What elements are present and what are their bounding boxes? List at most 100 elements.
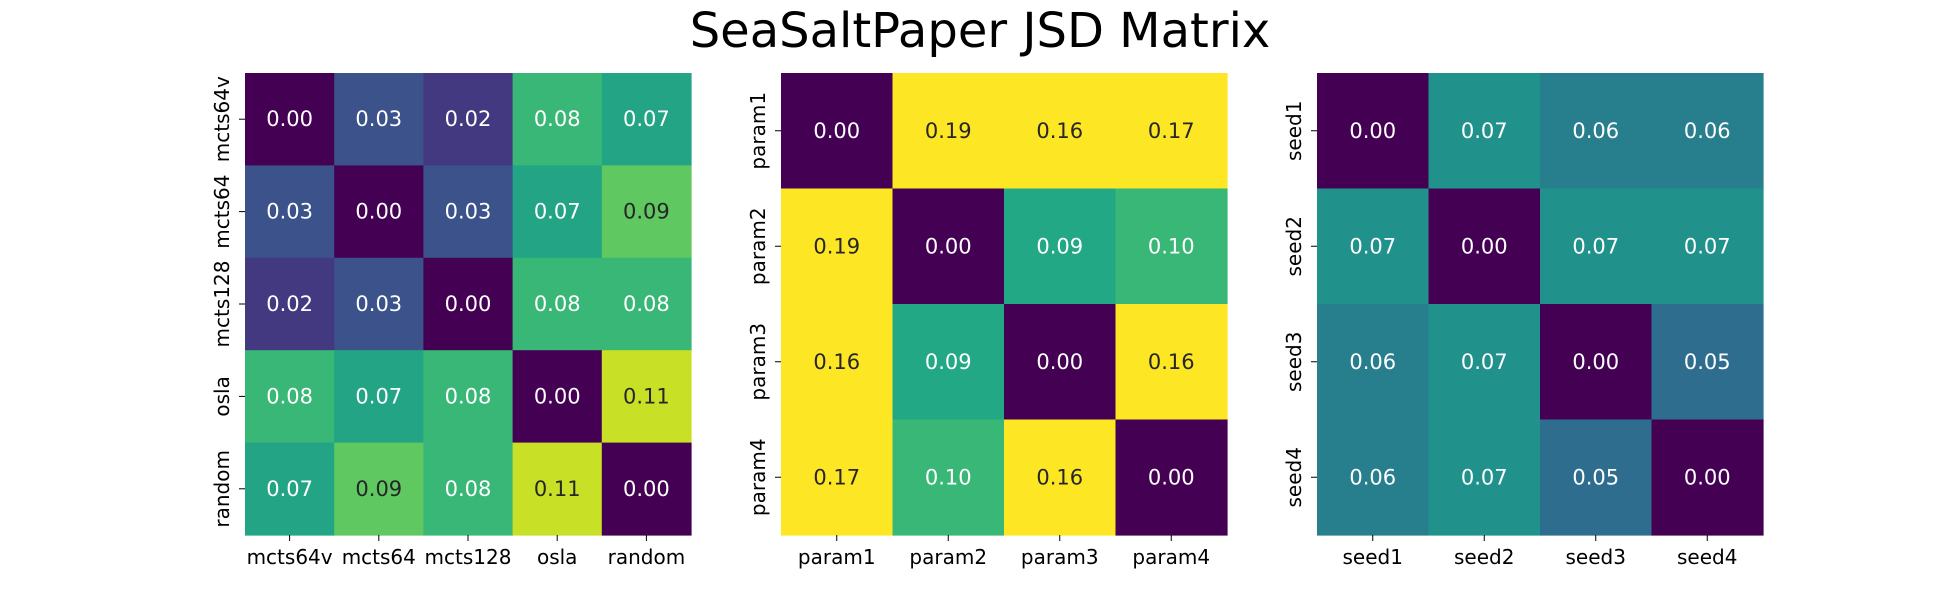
cell-value-label: 0.10 <box>925 465 972 489</box>
cell-value-label: 0.07 <box>355 384 402 408</box>
heatmap-cell <box>334 73 424 166</box>
heatmap-cell <box>423 257 514 351</box>
x-tick-label: seed3 <box>1566 545 1626 569</box>
heatmap-cell <box>781 73 894 190</box>
y-tick-label: random <box>210 450 234 528</box>
cell-value-label: 0.07 <box>1461 350 1508 374</box>
heatmap-cell <box>423 350 514 444</box>
heatmap-params: 0.00 0.19 0.16 0.17 0.19 0.00 0.09 0.10 0.16 0.09… <box>746 73 1228 569</box>
cell-value-label: 0.11 <box>623 384 670 408</box>
cell-value-label: 0.00 <box>1572 350 1619 374</box>
cell-value-label: 0.07 <box>1349 234 1396 258</box>
cell-value-label: 0.07 <box>1461 465 1508 489</box>
cell-value-label: 0.05 <box>1572 465 1619 489</box>
heatmap-cell <box>245 350 335 444</box>
y-tick-label: seed4 <box>1282 447 1306 507</box>
heatmap-cell <box>1651 419 1764 536</box>
y-tick-label: mcts128 <box>210 261 234 348</box>
heatmap-cell <box>601 350 692 444</box>
cell-value-label: 0.03 <box>355 107 402 131</box>
x-tick-label: mcts64v <box>247 545 333 569</box>
x-tick-label: param4 <box>1132 545 1210 569</box>
y-tick-label: param2 <box>746 207 770 285</box>
heatmap-cell <box>1115 73 1228 190</box>
x-tick-label: random <box>608 545 686 569</box>
x-tick-label: osla <box>537 545 577 569</box>
heatmap-cell <box>512 165 603 259</box>
heatmap-cell <box>1115 304 1228 421</box>
cell-value-label: 0.02 <box>445 107 492 131</box>
heatmap-cell <box>512 257 603 351</box>
heatmap-cell <box>423 73 514 166</box>
cell-value-label: 0.16 <box>1148 350 1195 374</box>
y-tick-label: seed2 <box>1282 216 1306 276</box>
heatmap-agents: 0.00 0.03 0.02 0.08 0.07 0.03 0.00 0.03 0.07 0.09… <box>210 73 692 569</box>
heatmap-cell <box>781 304 894 421</box>
x-tick-label: seed2 <box>1454 545 1514 569</box>
cell-value-label: 0.00 <box>1461 234 1508 258</box>
cell-value-label: 0.16 <box>1036 119 1083 143</box>
heatmap-cell <box>512 73 603 166</box>
heatmap-cell <box>1428 188 1541 305</box>
y-tick-label: osla <box>210 376 234 416</box>
cell-value-label: 0.11 <box>534 477 581 501</box>
cell-value-label: 0.10 <box>1148 234 1195 258</box>
y-tick-label: seed3 <box>1282 332 1306 392</box>
cell-value-label: 0.09 <box>925 350 972 374</box>
heatmap-cell <box>245 165 335 259</box>
x-tick-label: seed1 <box>1343 545 1403 569</box>
heatmap-cell <box>1540 73 1653 190</box>
heatmap-cell <box>334 165 424 259</box>
heatmap-cell <box>1540 304 1653 421</box>
heatmap-cell <box>1004 419 1117 536</box>
x-tick-label: param3 <box>1021 545 1099 569</box>
heatmap-seeds: 0.00 0.07 0.06 0.06 0.07 0.00 0.07 0.07 0.06 0.07… <box>1282 73 1764 569</box>
cell-value-label: 0.00 <box>1148 465 1195 489</box>
heatmap-cell <box>423 165 514 259</box>
heatmap-cell <box>1004 304 1117 421</box>
cell-value-label: 0.09 <box>355 477 402 501</box>
cell-value-label: 0.02 <box>266 292 313 316</box>
heatmap-cell <box>334 350 424 444</box>
heatmap-cell <box>1428 73 1541 190</box>
cell-value-label: 0.00 <box>266 107 313 131</box>
cell-value-label: 0.07 <box>1572 234 1619 258</box>
cell-value-label: 0.00 <box>925 234 972 258</box>
cell-value-label: 0.06 <box>1349 350 1396 374</box>
heatmap-cell <box>512 442 603 536</box>
cell-value-label: 0.06 <box>1684 119 1731 143</box>
cell-value-label: 0.07 <box>266 477 313 501</box>
heatmap-cell <box>1540 419 1653 536</box>
heatmap-cell <box>892 304 1005 421</box>
heatmap-cell <box>512 350 603 444</box>
cell-value-label: 0.00 <box>1684 465 1731 489</box>
heatmap-cell <box>781 419 894 536</box>
cell-value-label: 0.16 <box>1036 465 1083 489</box>
cell-value-label: 0.00 <box>445 292 492 316</box>
heatmap-cell <box>1115 419 1228 536</box>
chart-title: SeaSaltPaper JSD Matrix <box>690 3 1271 59</box>
cell-value-label: 0.06 <box>1349 465 1396 489</box>
heatmap-cell <box>601 73 692 166</box>
cell-value-label: 0.07 <box>1684 234 1731 258</box>
cell-value-label: 0.07 <box>534 200 581 224</box>
x-tick-label: param2 <box>909 545 987 569</box>
cell-value-label: 0.17 <box>1148 119 1195 143</box>
x-tick-label: mcts64 <box>342 545 416 569</box>
cell-value-label: 0.08 <box>445 477 492 501</box>
cell-value-label: 0.09 <box>623 200 670 224</box>
cell-value-label: 0.06 <box>1572 119 1619 143</box>
y-tick-label: mcts64v <box>210 76 234 162</box>
x-tick-label: param1 <box>798 545 876 569</box>
cell-value-label: 0.00 <box>534 384 581 408</box>
cell-value-label: 0.07 <box>1461 119 1508 143</box>
heatmap-cell <box>781 188 894 305</box>
heatmap-cell <box>1317 188 1430 305</box>
y-tick-label: mcts64 <box>210 174 234 248</box>
heatmap-cell <box>601 257 692 351</box>
heatmap-cell <box>334 442 424 536</box>
heatmap-cell <box>1651 73 1764 190</box>
cell-value-label: 0.00 <box>355 200 402 224</box>
cell-value-label: 0.08 <box>623 292 670 316</box>
